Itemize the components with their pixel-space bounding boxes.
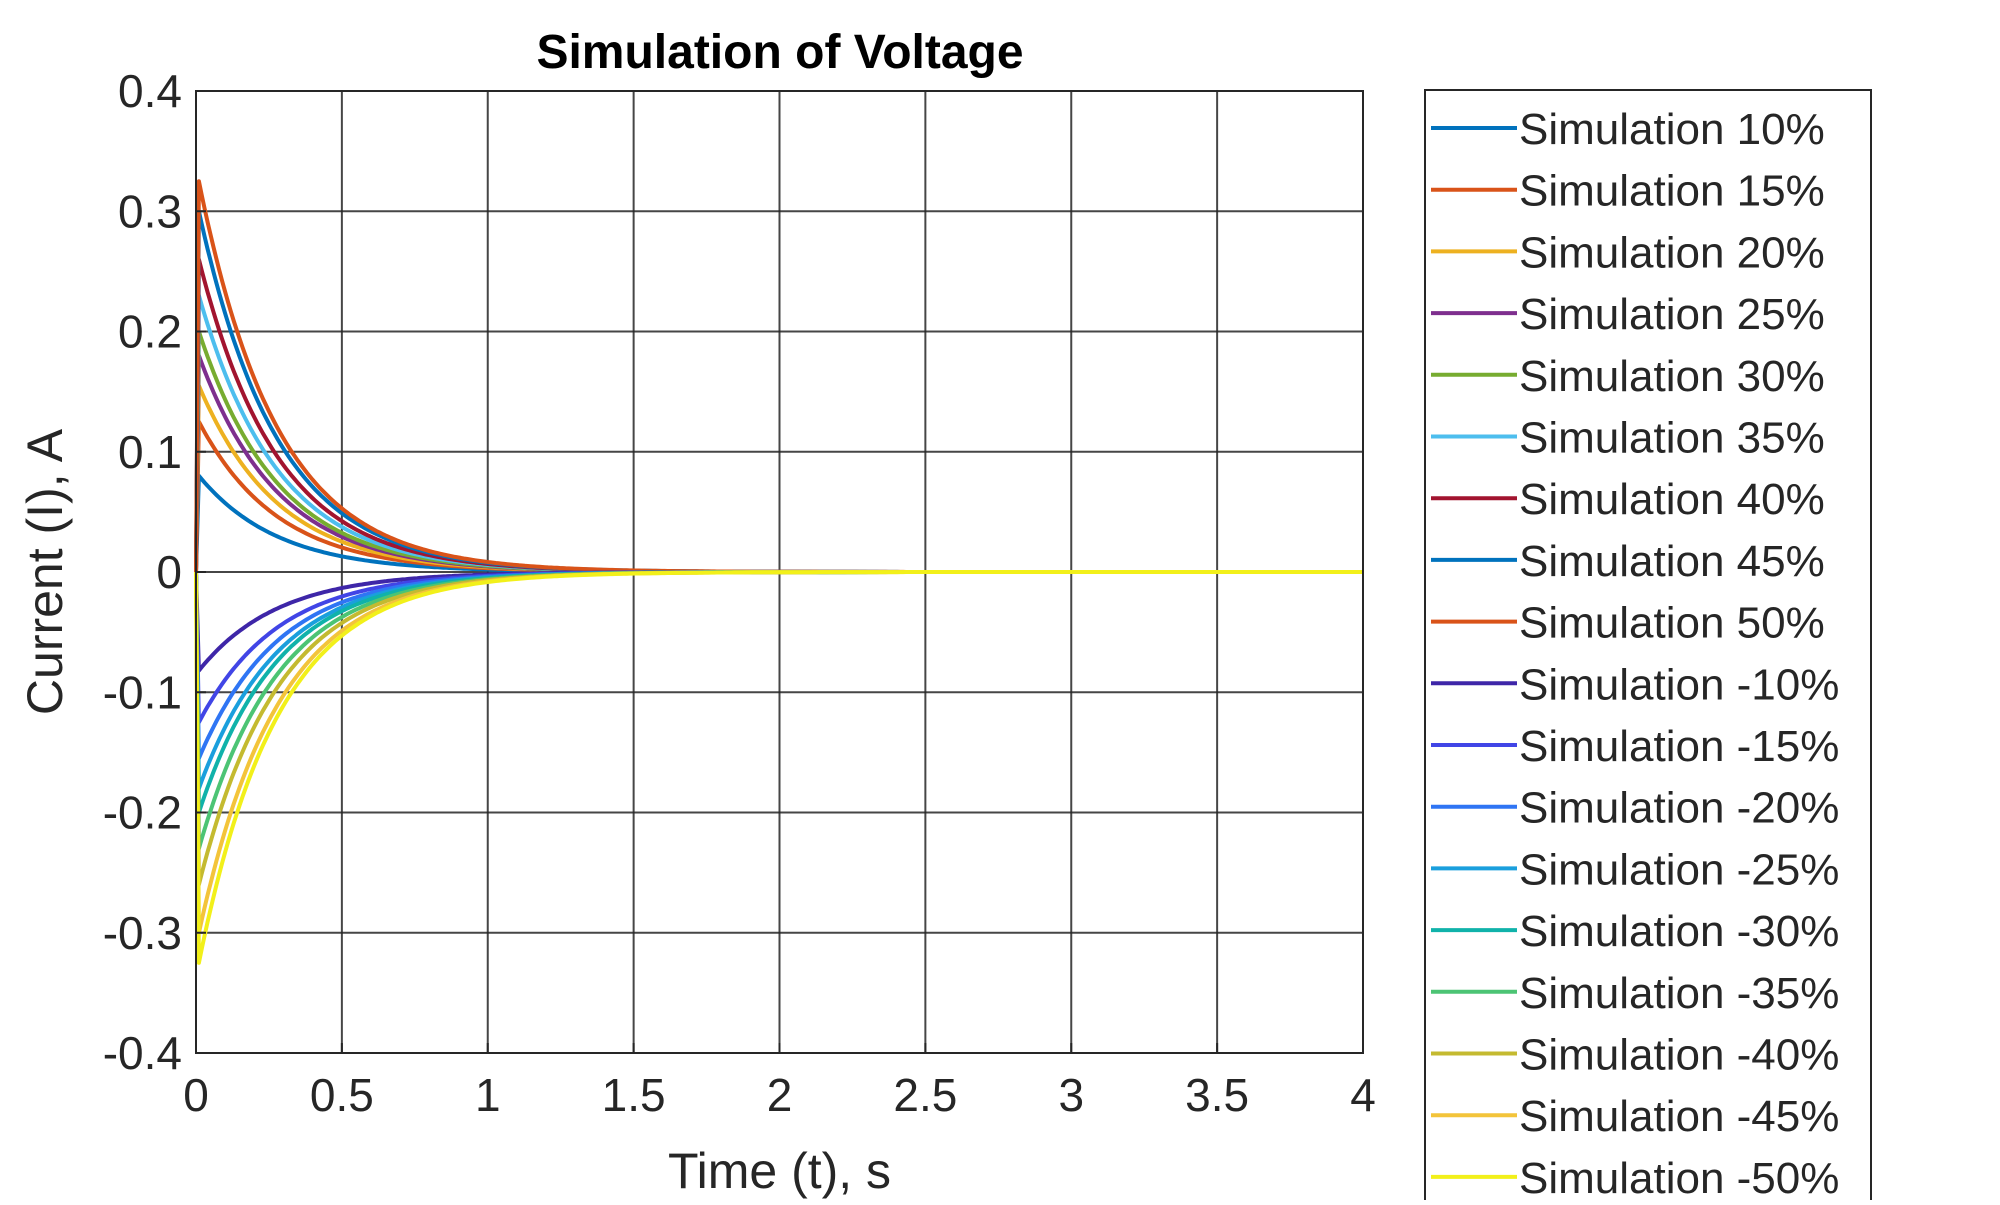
- y-tick-label: -0.1: [103, 666, 182, 718]
- legend-label: Simulation 20%: [1519, 228, 1825, 277]
- x-axis-label: Time (t), s: [668, 1143, 891, 1199]
- legend-label: Simulation -25%: [1519, 845, 1839, 894]
- series-line: [194, 570, 1363, 965]
- x-tick-label: 3.5: [1185, 1069, 1249, 1121]
- legend-label: Simulation -35%: [1519, 969, 1839, 1018]
- legend-label: Simulation -50%: [1519, 1154, 1839, 1200]
- x-tick-label: 4: [1350, 1069, 1376, 1121]
- legend-box: [1424, 89, 1872, 1205]
- y-tick-label: 0.3: [118, 185, 182, 237]
- legend-label: Simulation 40%: [1519, 475, 1825, 524]
- legend-label: Simulation -40%: [1519, 1031, 1839, 1080]
- x-tick-label: 1: [475, 1069, 501, 1121]
- y-tick-label: 0: [156, 546, 182, 598]
- y-tick-label: -0.3: [103, 907, 182, 959]
- legend-label: Simulation -45%: [1519, 1092, 1839, 1141]
- ticks: 0 0.5 1 1.5 2 2.5 3 3.5 4 -0.4 -0.3 -0.2 -0.1 0 0.1 0.2…: [103, 65, 1376, 1121]
- x-tick-label: 0.5: [310, 1069, 374, 1121]
- legend-label: Simulation 25%: [1519, 290, 1825, 339]
- legend-label: Simulation 30%: [1519, 352, 1825, 401]
- y-tick-label: -0.2: [103, 787, 182, 839]
- y-tick-label: 0.4: [118, 65, 182, 117]
- x-tick-label: 2.5: [893, 1069, 957, 1121]
- y-tick-label: 0.2: [118, 306, 182, 358]
- legend-label: Simulation 50%: [1519, 599, 1825, 648]
- legend-label: Simulation 45%: [1519, 537, 1825, 586]
- chart-title: Simulation of Voltage: [536, 26, 1023, 79]
- legend-label: Simulation 10%: [1519, 105, 1825, 154]
- legend-label: Simulation 15%: [1519, 167, 1825, 216]
- legend-label: Simulation -15%: [1519, 722, 1839, 771]
- legend-label: Simulation -30%: [1519, 907, 1839, 956]
- legend-label: Simulation -20%: [1519, 784, 1839, 833]
- y-axis-label: Current (I), A: [17, 428, 73, 715]
- x-tick-label: 0: [183, 1069, 209, 1121]
- legend-label: Simulation 35%: [1519, 414, 1825, 463]
- y-tick-label: -0.4: [103, 1027, 182, 1079]
- x-tick-label: 3: [1058, 1069, 1084, 1121]
- legend-label: Simulation -10%: [1519, 660, 1839, 709]
- y-tick-label: 0.1: [118, 426, 182, 478]
- x-tick-label: 2: [767, 1069, 793, 1121]
- legend: Simulation 10% Simulation 15% Simulation 2…: [1424, 89, 1872, 1205]
- series-lines: [194, 179, 1363, 965]
- x-tick-label: 1.5: [602, 1069, 666, 1121]
